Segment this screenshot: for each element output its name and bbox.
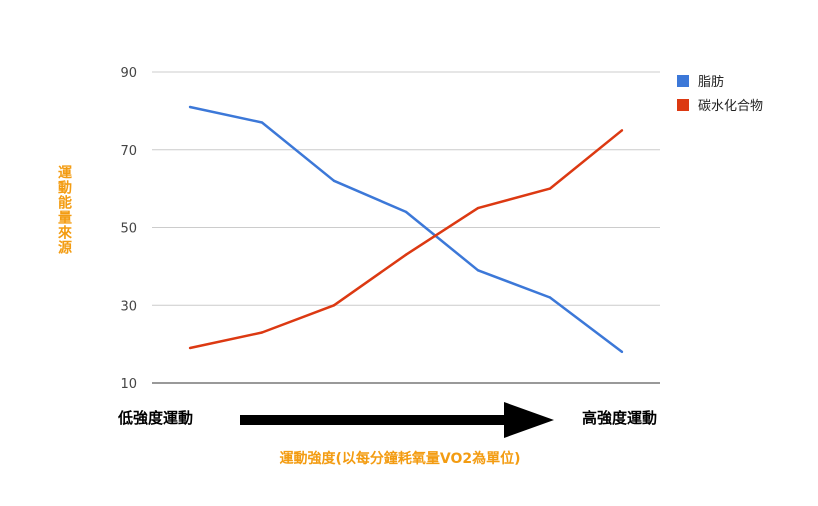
- y-axis-ticks: 90 70 50 30 10: [120, 66, 137, 392]
- y-tick-label: 70: [120, 144, 137, 159]
- gridlines: [152, 71, 660, 384]
- data-point: [332, 179, 336, 183]
- data-point: [332, 304, 336, 307]
- data-point: [404, 210, 408, 214]
- data-point: [260, 121, 264, 124]
- data-point: [548, 296, 552, 299]
- data-point: [404, 253, 408, 256]
- arrow-head: [504, 402, 554, 438]
- y-tick-label: 10: [120, 377, 137, 392]
- series-line-0: [189, 105, 623, 353]
- legend-swatch: [677, 99, 689, 111]
- y-tick-label: 30: [120, 299, 137, 314]
- intensity-arrow: [240, 402, 554, 438]
- series-lines: [188, 105, 624, 354]
- x-axis-start-label: 低強度運動: [118, 409, 194, 427]
- y-tick-label: 50: [120, 222, 137, 237]
- y-tick-label: 90: [120, 66, 137, 81]
- data-point: [188, 105, 192, 109]
- x-axis-end-label: 高強度運動: [582, 409, 658, 427]
- data-point: [620, 129, 624, 132]
- y-axis-label: 運動能量來源: [56, 165, 72, 255]
- x-axis-label: 運動強度(以每分鐘耗氧量VO2為單位): [279, 451, 521, 467]
- series-line-1: [189, 129, 623, 350]
- data-point: [548, 187, 552, 190]
- legend-label: 脂肪: [698, 74, 724, 90]
- legend-swatch: [677, 75, 689, 87]
- arrow-shaft: [240, 415, 506, 425]
- data-point: [476, 206, 480, 210]
- data-point: [188, 346, 192, 350]
- data-point: [476, 269, 480, 272]
- data-point: [620, 350, 624, 354]
- legend-label: 碳水化合物: [698, 99, 763, 114]
- data-point: [260, 331, 264, 334]
